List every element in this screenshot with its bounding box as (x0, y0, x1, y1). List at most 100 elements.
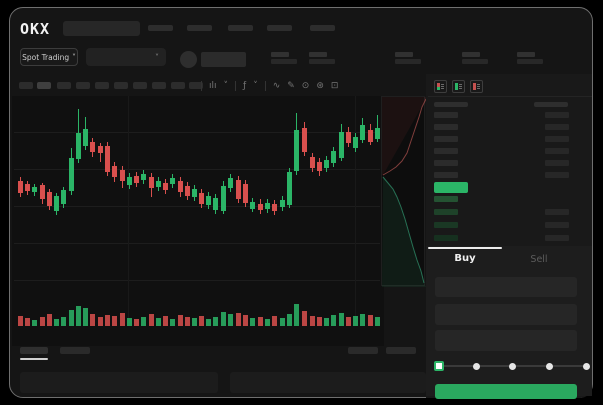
slider-stop-dot[interactable] (545, 362, 553, 370)
chevron-down-icon[interactable]: ˅ (253, 81, 258, 91)
candle-body (339, 132, 344, 158)
stat-value-placeholder (462, 59, 488, 64)
stat-value-placeholder (517, 59, 543, 64)
volume-bar (360, 314, 365, 326)
volume-bar (47, 314, 52, 326)
timeframe-button[interactable] (57, 82, 71, 89)
volume-bar (375, 317, 380, 326)
candle-body (120, 170, 125, 181)
ask-price-placeholder[interactable] (434, 124, 458, 130)
candle-body (54, 196, 59, 211)
active-tab-underline (428, 247, 502, 249)
pair-selector-dropdown[interactable]: ˅ (86, 48, 166, 66)
candle-style-icon[interactable]: ılı (209, 81, 217, 91)
screenshot-icon[interactable]: ⊙ (301, 81, 310, 91)
chart-bottom-tab-active[interactable] (20, 347, 48, 354)
timeframe-button[interactable] (114, 82, 128, 89)
tab-buy[interactable]: Buy (454, 253, 476, 264)
bid-price-placeholder[interactable] (434, 235, 458, 241)
candle-body (310, 157, 315, 168)
chart-tools: ılı ˅ ƒ ˅ ∿ ✎ ⊙ ⊛ ⊡ (201, 79, 338, 93)
buy-button[interactable] (435, 384, 577, 399)
candle-body (32, 187, 37, 192)
candle-body (98, 146, 103, 153)
volume-bar (90, 314, 95, 326)
candle-chart[interactable] (14, 96, 380, 341)
slider-handle[interactable] (434, 361, 444, 371)
candle-body (61, 190, 66, 204)
orderbook-asks-view-icon[interactable] (470, 80, 483, 93)
orders-panel-placeholder (20, 372, 218, 393)
slider-stop-dot[interactable] (472, 362, 480, 370)
settings-icon[interactable]: ⊛ (316, 81, 324, 91)
nav-item-placeholder[interactable] (148, 25, 173, 31)
total-field[interactable] (435, 330, 577, 351)
tab-sell[interactable]: Sell (530, 254, 548, 265)
nav-item-placeholder[interactable] (310, 25, 335, 31)
book-lines (477, 83, 480, 90)
volume-bar (294, 304, 299, 326)
timeframe-button[interactable] (152, 82, 166, 89)
indicators-icon[interactable]: ƒ (243, 81, 247, 91)
timeframe-button[interactable] (189, 82, 203, 89)
gridline (355, 96, 356, 326)
volume-bar (178, 315, 183, 326)
ask-price-placeholder[interactable] (434, 172, 458, 178)
draw-tool-icon[interactable]: ✎ (287, 81, 295, 91)
bid-price-placeholder[interactable] (434, 222, 458, 228)
ask-price-placeholder[interactable] (434, 136, 458, 142)
timeframe-button[interactable] (95, 82, 109, 89)
nav-item-placeholder[interactable] (267, 25, 292, 31)
candle-body (134, 176, 139, 183)
chevron-down-icon[interactable]: ˅ (223, 81, 229, 91)
ask-amount-placeholder (545, 136, 569, 142)
chart-bottom-tab[interactable] (60, 347, 90, 354)
volume-bar (213, 317, 218, 326)
volume-bar (346, 317, 351, 326)
volume-bar (228, 314, 233, 326)
candle-body (141, 174, 146, 180)
candle-body (206, 196, 211, 205)
ask-price-placeholder[interactable] (434, 112, 458, 118)
orderbook-combined-view-icon[interactable] (434, 80, 447, 93)
timeframe-button[interactable] (37, 82, 51, 89)
volume-bar (163, 316, 168, 326)
timeframe-button[interactable] (19, 82, 33, 89)
bid-price-placeholder[interactable] (434, 196, 458, 202)
bid-price-placeholder[interactable] (434, 209, 458, 215)
stat-value-placeholder (309, 59, 335, 64)
timeframe-button[interactable] (133, 82, 147, 89)
amount-field[interactable] (435, 304, 577, 325)
market-type-label: Spot Trading (22, 52, 70, 62)
orderbook-price-header-placeholder (434, 102, 468, 107)
slider-stop-dot[interactable] (508, 362, 516, 370)
orderbook-bids-view-icon[interactable] (452, 80, 465, 93)
ask-price-placeholder[interactable] (434, 148, 458, 154)
slider-stop-dot[interactable] (582, 362, 590, 370)
search-input[interactable] (63, 21, 140, 36)
history-panel-placeholder (230, 372, 426, 393)
nav-item-placeholder[interactable] (187, 25, 212, 31)
timeframe-button[interactable] (171, 82, 185, 89)
line-tool-icon[interactable]: ∿ (272, 81, 281, 91)
chart-footer-item[interactable] (348, 347, 378, 354)
candle-body (127, 177, 132, 185)
candle-body (280, 200, 285, 207)
orderbook-last-price[interactable] (434, 182, 468, 193)
last-price-placeholder (201, 52, 246, 67)
gridline (128, 96, 129, 326)
divider (428, 96, 592, 97)
fullscreen-icon[interactable]: ⊡ (330, 81, 339, 91)
nav-item-placeholder[interactable] (228, 25, 253, 31)
ask-price-placeholder[interactable] (434, 160, 458, 166)
book-col (437, 83, 440, 90)
price-field[interactable] (435, 277, 577, 297)
market-type-selector-button[interactable]: Spot Trading ˅ (20, 48, 78, 66)
chart-footer-item[interactable] (386, 347, 416, 354)
volume-bar (134, 319, 139, 326)
volume-bar (368, 315, 373, 326)
volume-bar (105, 315, 110, 326)
candle-body (228, 178, 233, 188)
timeframe-button[interactable] (76, 82, 90, 89)
volume-bar (185, 317, 190, 326)
